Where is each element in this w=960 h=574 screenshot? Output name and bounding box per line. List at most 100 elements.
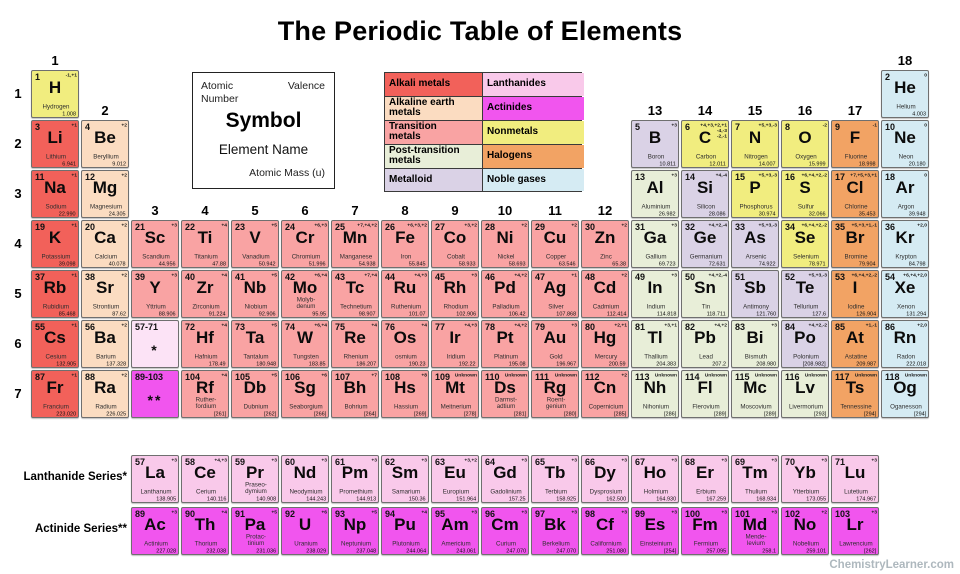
element-mass: 98.907 bbox=[359, 310, 376, 317]
atomic-number: 4 bbox=[85, 122, 91, 132]
element-name: Gadolinium bbox=[490, 487, 522, 495]
element-name: Radium bbox=[95, 402, 117, 410]
element-name: Lutetium bbox=[844, 487, 868, 495]
valence: +2 bbox=[121, 172, 127, 178]
element-mass: 259.101 bbox=[806, 547, 826, 554]
atomic-number: 116 bbox=[785, 372, 800, 382]
atomic-number: 51 bbox=[735, 272, 746, 282]
element-symbol: Be bbox=[94, 128, 116, 147]
legend-item-la: Lanthanides bbox=[483, 73, 584, 96]
element-mass: 55.845 bbox=[409, 260, 426, 267]
element-cell-Ta: 73 +5 Ta Tantalum 180.948 bbox=[231, 320, 279, 368]
element-cell-Si: 14 +4,-4 Si Silicon 28.086 bbox=[681, 170, 729, 218]
element-symbol: Ir bbox=[449, 328, 461, 347]
atomic-number: 7 bbox=[735, 122, 741, 132]
atomic-number: 8 bbox=[785, 122, 791, 132]
valence: +3,+2 bbox=[464, 457, 477, 463]
atomic-number: 74 bbox=[285, 322, 296, 332]
element-name: Francium bbox=[43, 402, 69, 410]
element-mass: [294] bbox=[863, 410, 876, 417]
valence: +5 bbox=[271, 322, 277, 328]
element-cell-In: 49 +3 In Indium 114.818 bbox=[631, 270, 679, 318]
group-label-14: 14 bbox=[697, 103, 713, 118]
atomic-number: 63 bbox=[435, 457, 446, 467]
element-cell-Sm: 62 +3 Sm Samarium 150.36 bbox=[381, 455, 429, 503]
element-mass: 180.948 bbox=[256, 360, 276, 367]
atomic-number: 106 bbox=[285, 372, 301, 382]
element-name: Thallium bbox=[644, 352, 668, 360]
valence: +5 bbox=[271, 222, 277, 228]
valence: +4,+2,-4 bbox=[708, 222, 727, 228]
element-cell-Co: 27 +3,+2 Co Cobalt 58.933 bbox=[431, 220, 479, 268]
element-symbol: O bbox=[798, 128, 812, 147]
atomic-number: 28 bbox=[485, 222, 496, 232]
valence: +4 bbox=[221, 509, 227, 515]
brand-watermark: ChemistryLearner.com bbox=[829, 559, 954, 571]
element-mass: 204.383 bbox=[656, 360, 676, 367]
atomic-number: 37 bbox=[35, 272, 46, 282]
element-name: Neodymium bbox=[289, 487, 323, 495]
element-symbol: Rf bbox=[196, 378, 214, 397]
element-symbol: Es bbox=[644, 515, 666, 534]
element-symbol: N bbox=[748, 128, 762, 147]
element-symbol: Lr bbox=[846, 515, 864, 534]
valence: +4,+3 bbox=[414, 272, 427, 278]
atomic-number: 52 bbox=[785, 272, 796, 282]
period-label-3: 3 bbox=[14, 186, 22, 201]
element-name: Cesium bbox=[45, 352, 67, 360]
valence: +4,+2 bbox=[714, 322, 727, 328]
element-name: osmium bbox=[395, 352, 417, 360]
element-mass: 114.818 bbox=[656, 310, 676, 317]
atomic-number: 5 bbox=[635, 122, 641, 132]
valence: +3 bbox=[171, 457, 177, 463]
element-cell-Eu: 63 +3,+2 Eu Europium 151.964 bbox=[431, 455, 479, 503]
element-mass: 84.798 bbox=[909, 260, 926, 267]
element-cell-F: 9 -1 F Fluorine 18.998 bbox=[831, 120, 879, 168]
element-mass: 157.25 bbox=[509, 495, 526, 502]
element-symbol: Ge bbox=[693, 228, 717, 247]
valence: -1,+1 bbox=[65, 72, 77, 78]
valence: +4,+3 bbox=[214, 457, 227, 463]
element-symbol: Cs bbox=[44, 328, 66, 347]
element-name: Germanium bbox=[689, 252, 723, 260]
element-name: Fluorine bbox=[844, 152, 868, 160]
valence: +3 bbox=[171, 272, 177, 278]
group-label-9: 9 bbox=[451, 203, 459, 218]
valence: +1 bbox=[71, 172, 77, 178]
element-mass: 50.942 bbox=[259, 260, 276, 267]
element-name: Cerium bbox=[196, 487, 216, 495]
period-label-4: 4 bbox=[14, 236, 22, 251]
element-symbol: Zn bbox=[594, 228, 616, 247]
element-name: Plutonium bbox=[392, 539, 420, 547]
atomic-number: 47 bbox=[535, 272, 546, 282]
element-symbol: Sg bbox=[294, 378, 316, 397]
element-name: Samarium bbox=[391, 487, 421, 495]
valence: 0 bbox=[924, 122, 927, 128]
element-cell-Na: 11 +1 Na Sodium 22.990 bbox=[31, 170, 79, 218]
element-name: Astatine bbox=[844, 352, 868, 360]
valence: +5,+3,-3 bbox=[758, 172, 777, 178]
atomic-number: 71 bbox=[835, 457, 846, 467]
element-name: Beryllium bbox=[93, 152, 119, 160]
element-symbol: Co bbox=[443, 228, 467, 247]
element-cell-Ag: 47 +1 Ag Silver 107.868 bbox=[531, 270, 579, 318]
element-name: Praseo- dymium bbox=[245, 481, 267, 495]
element-mass: 190.23 bbox=[409, 360, 426, 367]
element-symbol: Cl bbox=[846, 178, 864, 197]
valence: +4 bbox=[221, 322, 227, 328]
element-symbol: Mc bbox=[743, 378, 767, 397]
element-symbol: Au bbox=[543, 328, 567, 347]
group-label-16: 16 bbox=[797, 103, 813, 118]
element-name: Iron bbox=[400, 252, 412, 260]
element-name: Ruthenium bbox=[391, 302, 421, 310]
atomic-number: 10 bbox=[885, 122, 896, 132]
element-name: Niobium bbox=[244, 302, 268, 310]
valence: +2 bbox=[121, 372, 127, 378]
legend-item-md: Metalloid bbox=[385, 168, 482, 191]
valence: -2 bbox=[822, 122, 827, 128]
element-mass: 35.453 bbox=[859, 210, 876, 217]
atomic-number: 114 bbox=[685, 372, 700, 382]
element-mass: 257.095 bbox=[706, 547, 726, 554]
element-name: Lead bbox=[699, 352, 713, 360]
element-cell-Nb: 41 +5 Nb Niobium 92.906 bbox=[231, 270, 279, 318]
